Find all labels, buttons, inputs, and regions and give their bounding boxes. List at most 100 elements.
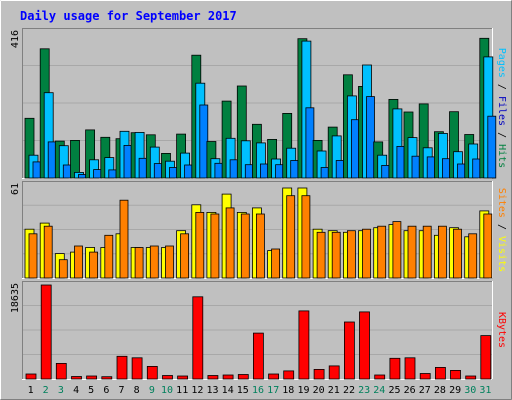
visits-legend: Sites / Visits — [496, 188, 507, 272]
kbytes-bar-kbytes-day-27 — [419, 373, 431, 380]
kbytes-bar-kbytes-day-5 — [86, 375, 97, 380]
chart-panels: 416 Pages / Files / Hits 61 Sites / Visits 1… — [10, 28, 507, 380]
visits-bar-sites-day-17 — [271, 248, 281, 279]
kbytes-bar-kbytes-day-31 — [480, 335, 492, 380]
x-tick-label-day-16: 16 — [252, 385, 264, 396]
x-tick-label-day-26: 26 — [404, 385, 416, 396]
kbytes-bar-kbytes-day-26 — [404, 357, 416, 380]
x-tick-label-day-24: 24 — [373, 385, 385, 396]
kbytes-panel: 18635 KBytes — [10, 281, 507, 380]
x-tick-label-day-30: 30 — [464, 385, 476, 396]
kbytes-bar-kbytes-day-3 — [55, 362, 67, 380]
kbytes-bar-kbytes-day-29 — [450, 369, 461, 380]
x-tick-label-day-5: 5 — [88, 385, 94, 396]
kbytes-bar-kbytes-day-13 — [207, 375, 219, 380]
x-tick-label-day-19: 19 — [297, 385, 309, 396]
x-tick-label-day-12: 12 — [191, 385, 203, 396]
hits-bar-pages-day-13 — [214, 162, 224, 179]
visits-legend-text: Sites / Visits — [496, 188, 507, 272]
kbytes-bar-kbytes-day-4 — [71, 376, 82, 380]
x-tick-label-day-17: 17 — [267, 385, 279, 396]
kbytes-bar-kbytes-day-24 — [374, 374, 386, 380]
x-tick-label-day-18: 18 — [282, 385, 294, 396]
x-tick-label-day-28: 28 — [434, 385, 446, 396]
kbytes-bar-kbytes-day-9 — [146, 365, 158, 380]
x-tick-label-day-22: 22 — [343, 385, 355, 396]
hits-legend-pages: Pages — [496, 48, 507, 78]
visits-y-max-label: 61 — [10, 183, 21, 195]
visits-panel: 61 Sites / Visits — [10, 181, 507, 279]
kbytes-bar-kbytes-day-30 — [465, 375, 477, 380]
kbytes-legend: KBytes — [496, 312, 507, 348]
visits-bar-sites-day-16 — [255, 213, 265, 279]
x-tick-label-day-31: 31 — [479, 385, 491, 396]
kbytes-bar-kbytes-day-21 — [328, 365, 340, 380]
x-tick-label-day-2: 2 — [43, 385, 49, 396]
visits-bar-sites-day-27 — [422, 225, 432, 279]
visits-bar-sites-day-23 — [362, 228, 371, 279]
hits-y-max-label: 416 — [10, 30, 21, 48]
visits-bar-sites-day-11 — [180, 233, 190, 279]
hits-legend-text: Pages / Files / Hits — [496, 48, 507, 168]
visits-legend-separator: / — [496, 218, 507, 236]
visits-bar-sites-day-29 — [453, 228, 462, 279]
visits-bar-sites-day-12 — [195, 211, 205, 279]
x-tick-label-day-14: 14 — [222, 385, 234, 396]
visits-legend-visits: Visits — [496, 236, 507, 272]
visits-bar-sites-day-9 — [149, 245, 159, 279]
visits-bar-sites-day-3 — [58, 259, 68, 279]
kbytes-legend-kbytes: KBytes — [496, 312, 507, 348]
hits-bar-pages-day-31 — [487, 115, 497, 179]
kbytes-bar-kbytes-day-12 — [192, 296, 204, 380]
kbytes-bar-kbytes-day-14 — [222, 374, 234, 380]
x-tick-label-day-27: 27 — [419, 385, 431, 396]
kbytes-bar-kbytes-day-17 — [268, 373, 280, 380]
x-tick-label-day-15: 15 — [237, 385, 249, 396]
hits-legend-hits: Hits — [496, 144, 507, 168]
hits-legend-separator: / — [496, 78, 507, 96]
kbytes-bar-kbytes-day-6 — [101, 376, 113, 380]
visits-bar-sites-day-26 — [407, 225, 417, 279]
hits-bar-pages-day-16 — [259, 163, 269, 179]
x-tick-label-day-21: 21 — [328, 385, 340, 396]
x-tick-label-day-6: 6 — [103, 385, 109, 396]
chart-title: Daily usage for September 2017 — [20, 9, 237, 23]
visits-legend-sites: Sites — [496, 188, 507, 218]
kbytes-legend-text: KBytes — [496, 312, 507, 348]
kbytes-bar-kbytes-day-28 — [434, 366, 446, 380]
kbytes-bar-kbytes-day-2 — [40, 284, 52, 380]
hits-legend-files: Files — [496, 96, 507, 126]
hits-bar-pages-day-1 — [32, 161, 42, 179]
visits-bar-sites-day-13 — [210, 213, 220, 279]
visits-bar-sites-day-6 — [104, 234, 114, 279]
visits-bar-sites-day-28 — [437, 225, 447, 279]
hits-legend-separator: / — [496, 126, 507, 144]
visits-bar-sites-day-18 — [286, 195, 296, 279]
visits-bar-sites-day-21 — [331, 231, 341, 279]
hits-legend: Pages / Files / Hits — [496, 48, 507, 168]
kbytes-bar-kbytes-day-19 — [298, 310, 310, 380]
kbytes-bar-kbytes-day-7 — [116, 355, 128, 380]
visits-bar-sites-day-1 — [28, 233, 38, 279]
visits-bar-sites-day-19 — [301, 195, 311, 279]
x-tick-label-day-3: 3 — [58, 385, 64, 396]
x-tick-label-day-11: 11 — [176, 385, 188, 396]
kbytes-bar-kbytes-day-10 — [162, 375, 173, 380]
kbytes-bar-kbytes-day-11 — [177, 375, 189, 380]
kbytes-y-max-label: 18635 — [10, 283, 21, 313]
kbytes-bar-kbytes-day-16 — [252, 332, 264, 380]
x-tick-label-day-1: 1 — [28, 385, 34, 396]
visits-bar-sites-day-15 — [240, 213, 250, 279]
kbytes-bar-kbytes-day-8 — [131, 357, 143, 380]
visits-bar-sites-day-25 — [392, 221, 402, 279]
visits-bar-sites-day-8 — [134, 247, 144, 279]
x-tick-label-day-23: 23 — [358, 385, 370, 396]
hits-bar-pages-day-26 — [411, 155, 421, 179]
kbytes-bar-kbytes-day-18 — [283, 370, 295, 380]
visits-bar-sites-day-5 — [89, 251, 98, 279]
visits-bar-sites-day-31 — [483, 213, 493, 279]
hits-bar-pages-day-5 — [93, 169, 102, 179]
visits-bar-sites-day-24 — [377, 225, 387, 279]
kbytes-bar-kbytes-day-25 — [389, 357, 401, 380]
